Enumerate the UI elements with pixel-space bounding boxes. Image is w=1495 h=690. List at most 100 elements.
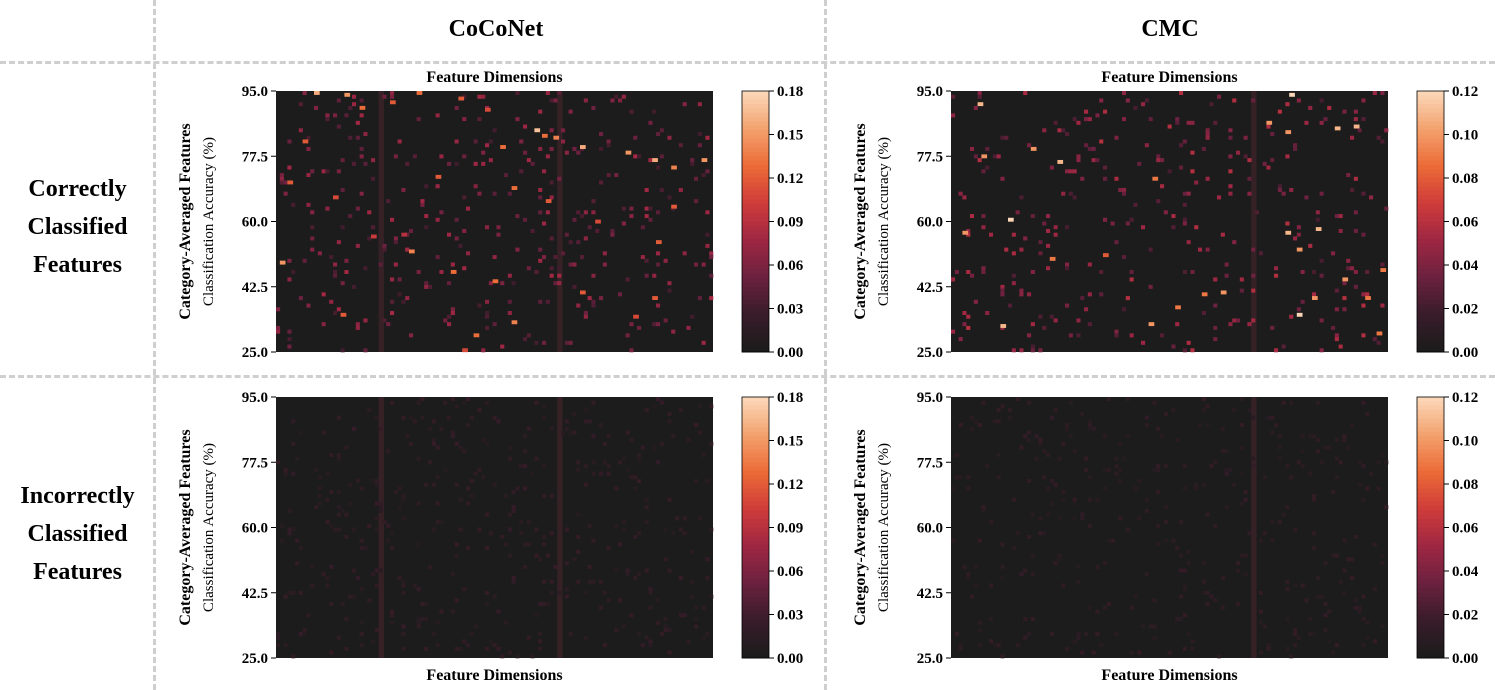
heatmap-cell-108 [390,400,395,405]
heatmap-cell-19 [298,296,303,301]
heatmap-cell-22 [977,94,982,99]
heatmap-cell-206 [481,475,486,480]
heatmap-cell-188 [507,191,512,196]
heatmap-cell-285 [1289,654,1294,659]
heatmap-cell-211 [1201,482,1206,487]
heatmap-cell-145 [1133,105,1138,110]
heatmap-cell-350 [1361,400,1366,405]
heatmap-cell-29 [985,146,990,151]
heatmap-cell-114 [393,490,398,495]
heatmap-cell-233 [1251,273,1256,278]
heatmap-cell-400 [682,613,687,618]
heatmap-cell-187 [462,449,467,454]
heatmap-cell-139 [1125,221,1130,226]
heatmap-cell-374 [656,460,661,465]
heatmap-cell-162 [1144,497,1149,502]
heatmap-cell-265 [1300,299,1305,304]
heatmap-cell-105 [1076,564,1081,569]
heatmap-cell-140 [416,624,421,629]
heatmap-cell-331 [663,258,668,263]
heatmap-cell-303 [583,464,588,469]
heatmap-cell-140 [1114,456,1119,461]
heatmap-cell-312 [1315,594,1320,599]
heatmap-cell-123 [1091,426,1096,431]
heatmap-cell-15 [970,426,975,431]
heatmap-hot-cell-31 [340,312,347,317]
heatmap-cell-126 [401,631,406,636]
x-axis-label: Feature Dimensions [1101,667,1237,684]
heatmap-cell-322 [656,165,661,170]
heatmap-cell-78 [359,546,364,551]
heatmap-cell-373 [656,397,661,402]
divider-top [0,61,1495,64]
heatmap-cell-134 [1103,605,1108,610]
colorbar-segment-38 [742,562,769,568]
y-tick-label-2: 60.0 [917,521,943,537]
heatmap-cell-40 [325,206,330,211]
colorbar-segment-43 [742,278,769,283]
heatmap-cell-243 [1270,325,1275,330]
colorbar-segment-44 [1417,588,1444,594]
heatmap-cell-152 [431,419,436,424]
heatmap-hot-cell-15 [1380,268,1387,273]
heatmap-cell-269 [587,296,592,301]
heatmap-cell-329 [1380,303,1385,308]
colorbar-tick-label-5: 0.02 [1452,302,1478,318]
colorbar-segment-44 [742,588,769,594]
heatmap-cell-24 [306,173,311,178]
heatmap-cell-253 [1285,154,1290,159]
heatmap-cell-61 [1027,479,1032,484]
heatmap-cell-145 [454,139,459,144]
heatmap-cell-297 [1304,598,1309,603]
heatmap-cell-315 [1361,232,1366,237]
heatmap-cell-219 [1205,602,1210,607]
heatmap-cell-210 [1201,408,1206,413]
heatmap-cell-17 [970,273,975,278]
colorbar-segment-0 [742,91,769,96]
heatmap-cell-348 [633,475,638,480]
heatmap-cell-343 [1353,534,1358,539]
heatmap-hot-cell-25 [1049,256,1056,261]
heatmap-cell-49 [1015,397,1020,402]
colorbar-segment-54 [1417,631,1444,637]
heatmap-cell-334 [618,460,623,465]
heatmap-cell-171 [1156,426,1161,431]
heatmap-cell-148 [1141,102,1146,107]
heatmap-cell-119 [416,269,421,274]
colorbar-segment-19 [742,479,769,485]
heatmap-cell-117 [1087,423,1092,428]
colorbar-segment-26 [742,510,769,515]
heatmap-cell-283 [1331,251,1336,256]
heatmap-cell-302 [629,348,634,353]
colorbar-segment-54 [742,325,769,331]
heatmap-cell-56 [1023,616,1028,622]
x-axis-label: Feature Dimensions [426,69,562,86]
heatmap-cell-262 [1262,624,1267,629]
heatmap-cell-207 [1194,486,1199,491]
heatmap-cell-311 [1357,128,1362,133]
heatmap-cell-95 [374,527,379,532]
heatmap-cell-161 [1144,423,1149,428]
heatmap-cell-81 [1053,318,1058,323]
heatmap-cell-283 [606,139,611,144]
heatmap-cell-113 [1084,456,1089,461]
heatmap-cell-175 [454,404,459,409]
heatmap-cell-303 [1312,493,1317,498]
colorbar-segment-55 [1417,636,1444,642]
heatmap-cell-128 [1114,240,1119,245]
heatmap-hot-cell-7 [1057,159,1064,164]
heatmap-cell-365 [644,635,649,640]
heatmap-cell-226 [504,542,509,547]
heatmap-cell-50 [329,650,334,655]
heatmap-cell-8 [283,594,288,599]
heatmap-cell-216 [538,258,543,263]
heatmap-cell-360 [644,408,649,413]
heatmap-cell-352 [637,452,642,457]
heatmap-cell-316 [1361,292,1366,297]
colorbar-segment-48 [742,299,769,305]
heatmap-cell-280 [1285,587,1290,592]
heatmap-cell-192 [1198,247,1203,252]
heatmap-hot-cell-9 [580,145,586,149]
heatmap-cell-409 [694,616,699,622]
heatmap-cell-351 [697,132,702,137]
